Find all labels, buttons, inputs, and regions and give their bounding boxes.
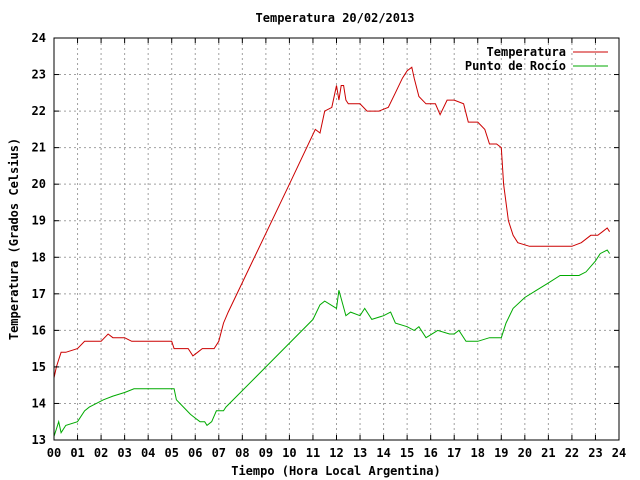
x-tick-label: 11 bbox=[306, 446, 320, 460]
y-tick-label: 16 bbox=[32, 323, 46, 337]
x-tick-label: 02 bbox=[94, 446, 108, 460]
x-tick-label: 13 bbox=[353, 446, 367, 460]
temperature-series-line bbox=[53, 66, 611, 379]
axis-ticks bbox=[53, 37, 620, 441]
y-tick-label: 21 bbox=[32, 141, 46, 155]
x-tick-label: 10 bbox=[282, 446, 296, 460]
x-tick-label: 12 bbox=[329, 446, 343, 460]
y-tick-label: 23 bbox=[32, 68, 46, 82]
x-tick-label: 08 bbox=[235, 446, 249, 460]
y-tick-label: 14 bbox=[32, 396, 46, 410]
y-tick-label: 20 bbox=[32, 177, 46, 191]
x-tick-labels: 00 01 02 03 04 05 06 07 08 09 10 11 12 13 14 15 16 17 18 19… bbox=[47, 446, 626, 460]
legend-label: Punto de Rocío bbox=[465, 59, 566, 73]
x-tick-label: 22 bbox=[565, 446, 579, 460]
y-tick-label: 17 bbox=[32, 287, 46, 301]
x-tick-label: 23 bbox=[588, 446, 602, 460]
dew-point-series-line bbox=[53, 249, 611, 437]
y-tick-label: 13 bbox=[32, 433, 46, 447]
chart-title: Temperatura 20/02/2013 bbox=[256, 11, 415, 25]
x-tick-label: 04 bbox=[141, 446, 155, 460]
x-tick-label: 09 bbox=[259, 446, 273, 460]
x-tick-label: 00 bbox=[47, 446, 61, 460]
x-tick-label: 24 bbox=[612, 446, 626, 460]
y-tick-label: 18 bbox=[32, 250, 46, 264]
x-tick-label: 17 bbox=[447, 446, 461, 460]
x-tick-label: 05 bbox=[164, 446, 178, 460]
y-tick-label: 15 bbox=[32, 360, 46, 374]
x-tick-label: 03 bbox=[117, 446, 131, 460]
grid-lines bbox=[54, 38, 619, 440]
x-tick-label: 07 bbox=[212, 446, 226, 460]
y-tick-label: 24 bbox=[32, 31, 46, 45]
y-axis-label: Temperatura (Grados Celsius) bbox=[7, 138, 21, 340]
x-tick-label: 16 bbox=[423, 446, 437, 460]
y-tick-label: 19 bbox=[32, 214, 46, 228]
x-tick-label: 06 bbox=[188, 446, 202, 460]
x-axis-label: Tiempo (Hora Local Argentina) bbox=[231, 464, 441, 478]
x-tick-label: 01 bbox=[70, 446, 84, 460]
x-tick-label: 14 bbox=[376, 446, 390, 460]
y-tick-labels: 13 14 15 16 17 18 19 20 21 22 23 24 bbox=[32, 31, 46, 447]
y-tick-label: 22 bbox=[32, 104, 46, 118]
x-tick-label: 15 bbox=[400, 446, 414, 460]
x-tick-label: 18 bbox=[471, 446, 485, 460]
x-tick-label: 20 bbox=[518, 446, 532, 460]
x-tick-label: 21 bbox=[541, 446, 555, 460]
x-tick-label: 19 bbox=[494, 446, 508, 460]
series-lines bbox=[53, 66, 611, 437]
legend-label: Temperatura bbox=[487, 45, 566, 59]
